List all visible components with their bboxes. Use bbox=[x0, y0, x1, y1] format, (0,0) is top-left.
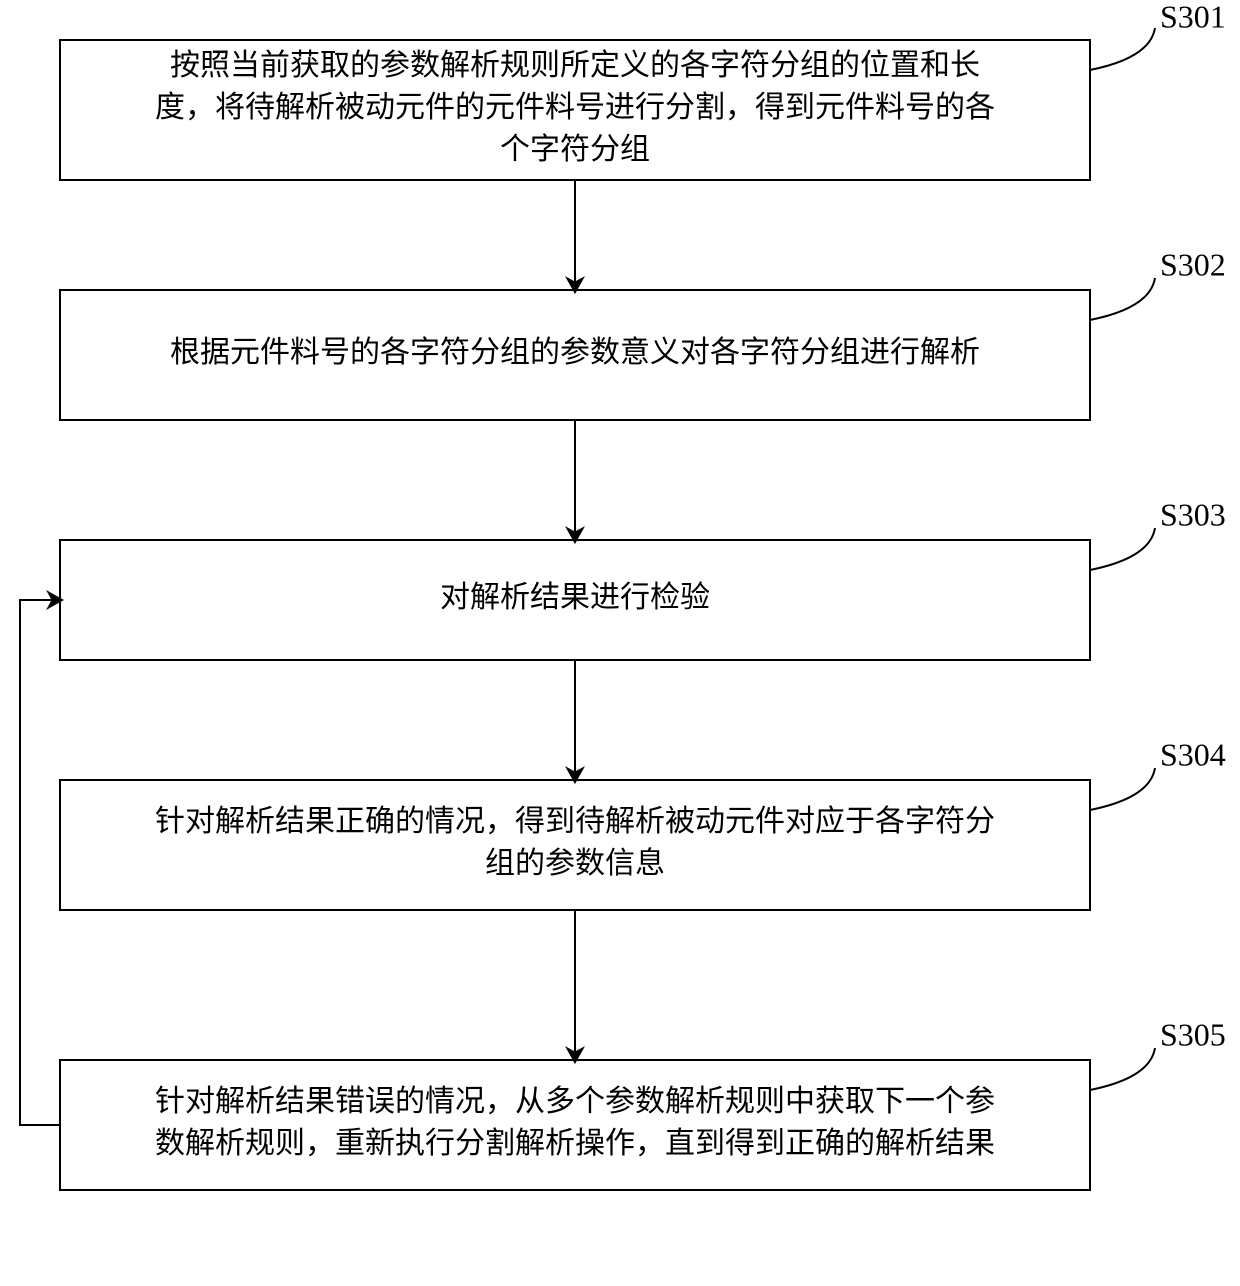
step-text-line: 数解析规则，重新执行分割解析操作，直到得到正确的解析结果 bbox=[155, 1127, 995, 1160]
step-text-line: 针对解析结果错误的情况，从多个参数解析规则中获取下一个参 bbox=[155, 1085, 995, 1118]
flow-step-S303: 对解析结果进行检验 S303 bbox=[60, 496, 1226, 660]
label-connector bbox=[1090, 768, 1155, 810]
label-connector bbox=[1090, 528, 1155, 570]
flow-step-S304: 针对解析结果正确的情况，得到待解析被动元件对应于各字符分组的参数信息 S304 bbox=[60, 736, 1226, 910]
step-text-line: 对解析结果进行检验 bbox=[440, 581, 710, 614]
step-text-line: 根据元件料号的各字符分组的参数意义对各字符分组进行解析 bbox=[170, 336, 980, 369]
step-text-line: 按照当前获取的参数解析规则所定义的各字符分组的位置和长 bbox=[170, 49, 980, 82]
step-label: S302 bbox=[1160, 246, 1226, 282]
step-label: S305 bbox=[1160, 1016, 1226, 1052]
flow-step-S302: 根据元件料号的各字符分组的参数意义对各字符分组进行解析 S302 bbox=[60, 246, 1226, 420]
label-connector bbox=[1090, 278, 1155, 320]
step-label: S303 bbox=[1160, 496, 1226, 532]
step-text-line: 度，将待解析被动元件的元件料号进行分割，得到元件料号的各 bbox=[155, 91, 995, 124]
step-box bbox=[60, 780, 1090, 910]
label-connector bbox=[1090, 28, 1155, 70]
step-text-line: 针对解析结果正确的情况，得到待解析被动元件对应于各字符分 bbox=[155, 805, 995, 838]
flowchart-diagram: 按照当前获取的参数解析规则所定义的各字符分组的位置和长度，将待解析被动元件的元件… bbox=[0, 0, 1240, 1286]
label-connector bbox=[1090, 1048, 1155, 1090]
flow-step-S305: 针对解析结果错误的情况，从多个参数解析规则中获取下一个参数解析规则，重新执行分割… bbox=[60, 1016, 1226, 1190]
step-text-line: 组的参数信息 bbox=[485, 847, 665, 880]
flow-step-S301: 按照当前获取的参数解析规则所定义的各字符分组的位置和长度，将待解析被动元件的元件… bbox=[60, 0, 1226, 180]
feedback-arrow-S305-to-S303 bbox=[20, 600, 60, 1125]
step-text-line: 个字符分组 bbox=[500, 133, 650, 166]
step-label: S304 bbox=[1160, 736, 1226, 772]
step-label: S301 bbox=[1160, 0, 1226, 34]
step-box bbox=[60, 1060, 1090, 1190]
